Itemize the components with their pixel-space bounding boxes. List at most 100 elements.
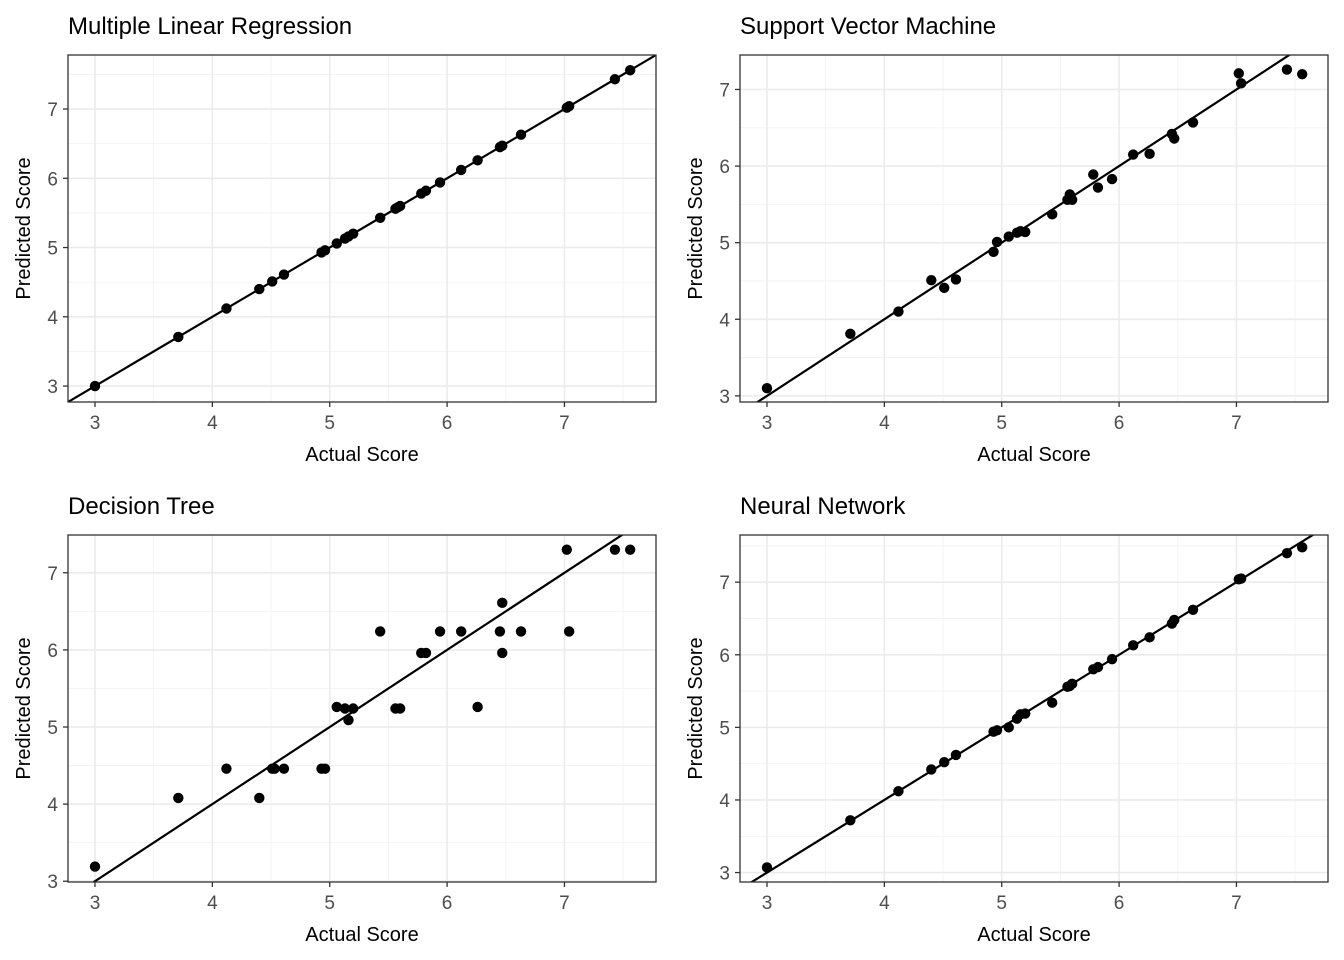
- reference-line: [68, 55, 656, 402]
- panel-border: [739, 54, 1329, 403]
- data-point: [1169, 133, 1180, 144]
- data-point: [845, 815, 856, 826]
- y-tick-label: 6: [719, 646, 730, 667]
- x-tick-label: 5: [996, 893, 1007, 914]
- x-tick-label: 5: [324, 413, 335, 434]
- data-point: [939, 757, 950, 768]
- data-point: [761, 862, 773, 873]
- data-point: [1281, 547, 1293, 559]
- data-point: [472, 155, 483, 166]
- data-point: [1003, 231, 1014, 242]
- data-point: [761, 383, 773, 394]
- data-point: [1281, 64, 1293, 75]
- reference-line: [749, 535, 1315, 882]
- data-point: [497, 140, 508, 151]
- x-tick-label: 5: [324, 893, 335, 914]
- y-tick-label: 7: [719, 573, 730, 594]
- data-point: [1066, 678, 1078, 690]
- x-tick-label: 7: [559, 893, 570, 914]
- data-point: [267, 276, 278, 287]
- panel-background: [68, 535, 656, 882]
- data-point: [893, 786, 904, 797]
- data-point: [1092, 661, 1104, 673]
- data-point: [497, 647, 508, 659]
- x-tick-label: 4: [879, 413, 890, 434]
- x-tick-label: 7: [559, 413, 570, 434]
- data-point: [434, 626, 446, 637]
- x-tick-label: 6: [1114, 413, 1125, 434]
- data-point: [624, 65, 636, 76]
- data-point: [1235, 573, 1247, 584]
- data-point: [563, 626, 575, 637]
- data-point: [173, 331, 184, 343]
- x-tick-label: 4: [207, 893, 218, 914]
- panel-border: [67, 534, 657, 883]
- y-tick-label: 3: [47, 872, 58, 893]
- data-point: [1019, 226, 1031, 238]
- data-point: [926, 764, 937, 775]
- data-point: [515, 626, 527, 637]
- x-tick-label: 7: [1231, 893, 1242, 914]
- data-point: [254, 792, 265, 804]
- data-point: [254, 283, 265, 295]
- data-point: [1233, 68, 1245, 79]
- panel-title: Multiple Linear Regression: [68, 13, 352, 40]
- data-point: [455, 626, 467, 637]
- data-point: [374, 626, 386, 637]
- data-point: [394, 703, 406, 714]
- y-tick-label: 7: [719, 80, 730, 101]
- data-point: [609, 544, 621, 555]
- data-point: [893, 306, 904, 317]
- data-point: [1088, 169, 1099, 180]
- data-point: [278, 269, 290, 280]
- reference-line: [755, 55, 1292, 402]
- data-point: [1066, 194, 1078, 205]
- x-tick-label: 3: [762, 893, 773, 914]
- data-point: [1187, 117, 1199, 128]
- data-point: [319, 245, 331, 256]
- x-tick-label: 3: [762, 413, 773, 434]
- data-point: [494, 626, 506, 637]
- data-point: [420, 647, 432, 659]
- panel-background: [740, 55, 1328, 402]
- data-point: [991, 236, 1003, 248]
- data-point: [420, 185, 432, 196]
- x-axis-label: Actual Score: [977, 444, 1090, 466]
- x-tick-label: 6: [1114, 893, 1125, 914]
- panel-4: 3 4 5 6 7 3 4 5 6 7 Neural Network Actual Score Pred…: [685, 493, 1329, 946]
- y-tick-label: 4: [719, 310, 730, 331]
- data-point: [89, 861, 101, 872]
- data-point: [1144, 632, 1155, 643]
- y-tick-label: 5: [47, 239, 58, 260]
- data-point: [331, 238, 342, 249]
- data-point: [1187, 604, 1199, 615]
- data-point: [347, 703, 359, 714]
- x-tick-label: 3: [90, 413, 101, 434]
- y-axis-label: Predicted Score: [685, 637, 707, 779]
- data-point: [515, 129, 527, 140]
- panel-title: Neural Network: [740, 493, 906, 520]
- data-point: [1106, 653, 1118, 665]
- y-tick-label: 5: [719, 718, 730, 739]
- y-tick-label: 6: [47, 169, 58, 190]
- x-tick-label: 6: [442, 893, 453, 914]
- data-point: [1296, 542, 1308, 553]
- data-point: [950, 749, 962, 761]
- data-point: [1235, 78, 1247, 89]
- data-point: [339, 703, 351, 714]
- data-point: [1106, 173, 1118, 185]
- data-point: [1019, 708, 1031, 719]
- data-point: [939, 282, 950, 294]
- x-tick-label: 7: [1231, 413, 1242, 434]
- panel-title: Decision Tree: [68, 493, 215, 520]
- y-tick-label: 5: [719, 234, 730, 255]
- y-tick-label: 3: [47, 377, 58, 398]
- y-tick-label: 4: [47, 795, 58, 816]
- data-point: [1296, 68, 1308, 80]
- data-point: [434, 177, 446, 188]
- y-axis-label: Predicted Score: [13, 157, 35, 299]
- x-tick-label: 4: [207, 413, 218, 434]
- panel-border: [739, 534, 1329, 883]
- data-point: [1127, 640, 1139, 651]
